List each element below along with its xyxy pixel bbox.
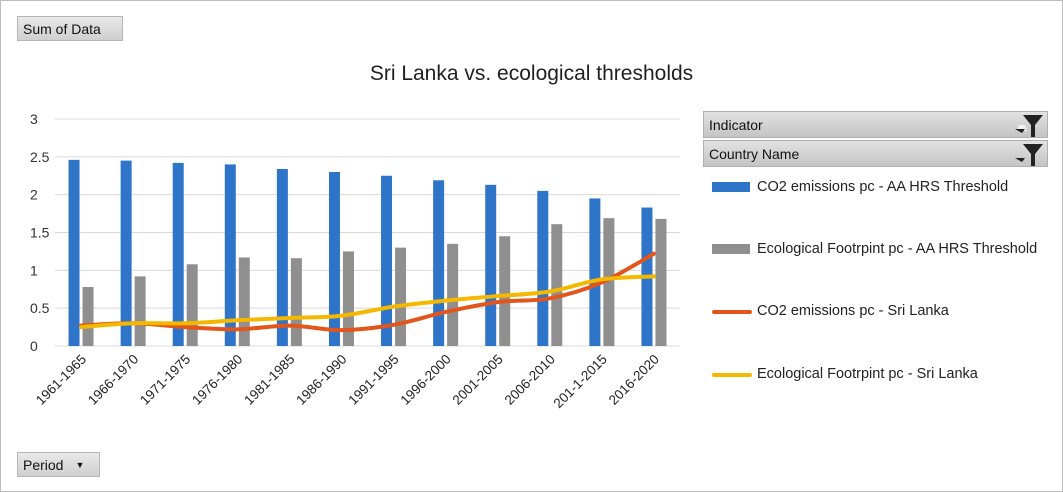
bar-co2-threshold: [120, 160, 132, 346]
bar-co2-threshold: [537, 190, 549, 346]
y-tick-label: 3: [30, 111, 38, 127]
x-tick-label: 2001-2005: [450, 352, 506, 408]
bar-co2-threshold: [68, 159, 80, 346]
x-tick-label: 1991-1995: [345, 352, 401, 408]
bar-co2-threshold: [433, 180, 445, 346]
bar-ef-threshold: [82, 286, 94, 346]
x-tick-label: 2006-2010: [502, 352, 558, 408]
x-tick-label: 1966-1970: [85, 352, 141, 408]
indicator-filter-label: Indicator: [709, 116, 763, 133]
country-filter-label: Country Name: [709, 145, 800, 162]
y-tick-label: 2.5: [30, 149, 50, 165]
bar-ef-threshold: [238, 257, 250, 346]
y-tick-label: 0.5: [30, 300, 50, 316]
x-tick-label: 1981-1985: [241, 352, 297, 408]
bar-ef-threshold: [655, 218, 667, 346]
bar-ef-threshold: [342, 251, 354, 346]
legend-label: Ecological Footrpint pc - Sri Lanka: [757, 366, 978, 382]
period-field-button[interactable]: Period ▼: [17, 452, 100, 477]
x-tick-label: 2016-2020: [606, 352, 662, 408]
legend-swatch: [712, 373, 752, 377]
legend-swatch: [712, 182, 750, 192]
legend-swatch: [712, 244, 750, 254]
indicator-filter-button[interactable]: Indicator: [703, 111, 1048, 138]
country-filter-button[interactable]: Country Name: [703, 140, 1048, 167]
filter-icon: [1015, 144, 1043, 166]
bar-ef-threshold: [290, 258, 302, 346]
bar-ef-threshold: [603, 218, 615, 346]
bar-co2-threshold: [328, 171, 340, 346]
y-tick-label: 1: [30, 262, 38, 278]
bar-ef-threshold: [395, 247, 407, 346]
bar-ef-threshold: [499, 236, 511, 346]
legend-label: CO2 emissions pc - AA HRS Threshold: [757, 179, 1009, 195]
x-tick-label: 1976-1980: [189, 352, 245, 408]
bar-ef-threshold: [447, 243, 459, 346]
sum-of-data-label: Sum of Data: [23, 20, 101, 37]
y-tick-label: 2: [30, 187, 38, 203]
bar-co2-threshold: [172, 162, 184, 346]
bar-co2-threshold: [276, 168, 288, 346]
legend-swatch: [712, 310, 752, 314]
period-label: Period: [23, 456, 64, 473]
line-ef-srilanka: [79, 274, 656, 330]
legend-label: Ecological Footrpint pc - AA HRS Thresho…: [757, 241, 1038, 257]
x-tick-label: 1961-1965: [33, 352, 89, 408]
line-co2-srilanka: [79, 251, 656, 333]
bar-co2-threshold: [589, 198, 601, 346]
bar-ef-threshold: [134, 276, 146, 346]
x-tick-label: 1971-1975: [137, 352, 193, 408]
filter-icon: [1015, 115, 1043, 137]
x-tick-label: 201-1-2015: [551, 352, 610, 411]
bar-co2-threshold: [485, 184, 497, 346]
chart-title: Sri Lanka vs. ecological thresholds: [369, 62, 694, 85]
x-tick-label: 1986-1990: [293, 352, 349, 408]
legend-label: CO2 emissions pc - Sri Lanka: [757, 303, 949, 319]
x-tick-label: 1996-2000: [397, 352, 453, 408]
dropdown-arrow-icon: ▼: [75, 459, 85, 470]
bar-ef-threshold: [551, 224, 563, 346]
bar-ef-threshold: [186, 264, 198, 346]
sum-of-data-button[interactable]: Sum of Data: [17, 16, 123, 41]
y-tick-label: 0: [30, 338, 38, 354]
bar-co2-threshold: [381, 175, 393, 346]
y-tick-label: 1.5: [30, 225, 50, 241]
bar-co2-threshold: [224, 164, 236, 346]
